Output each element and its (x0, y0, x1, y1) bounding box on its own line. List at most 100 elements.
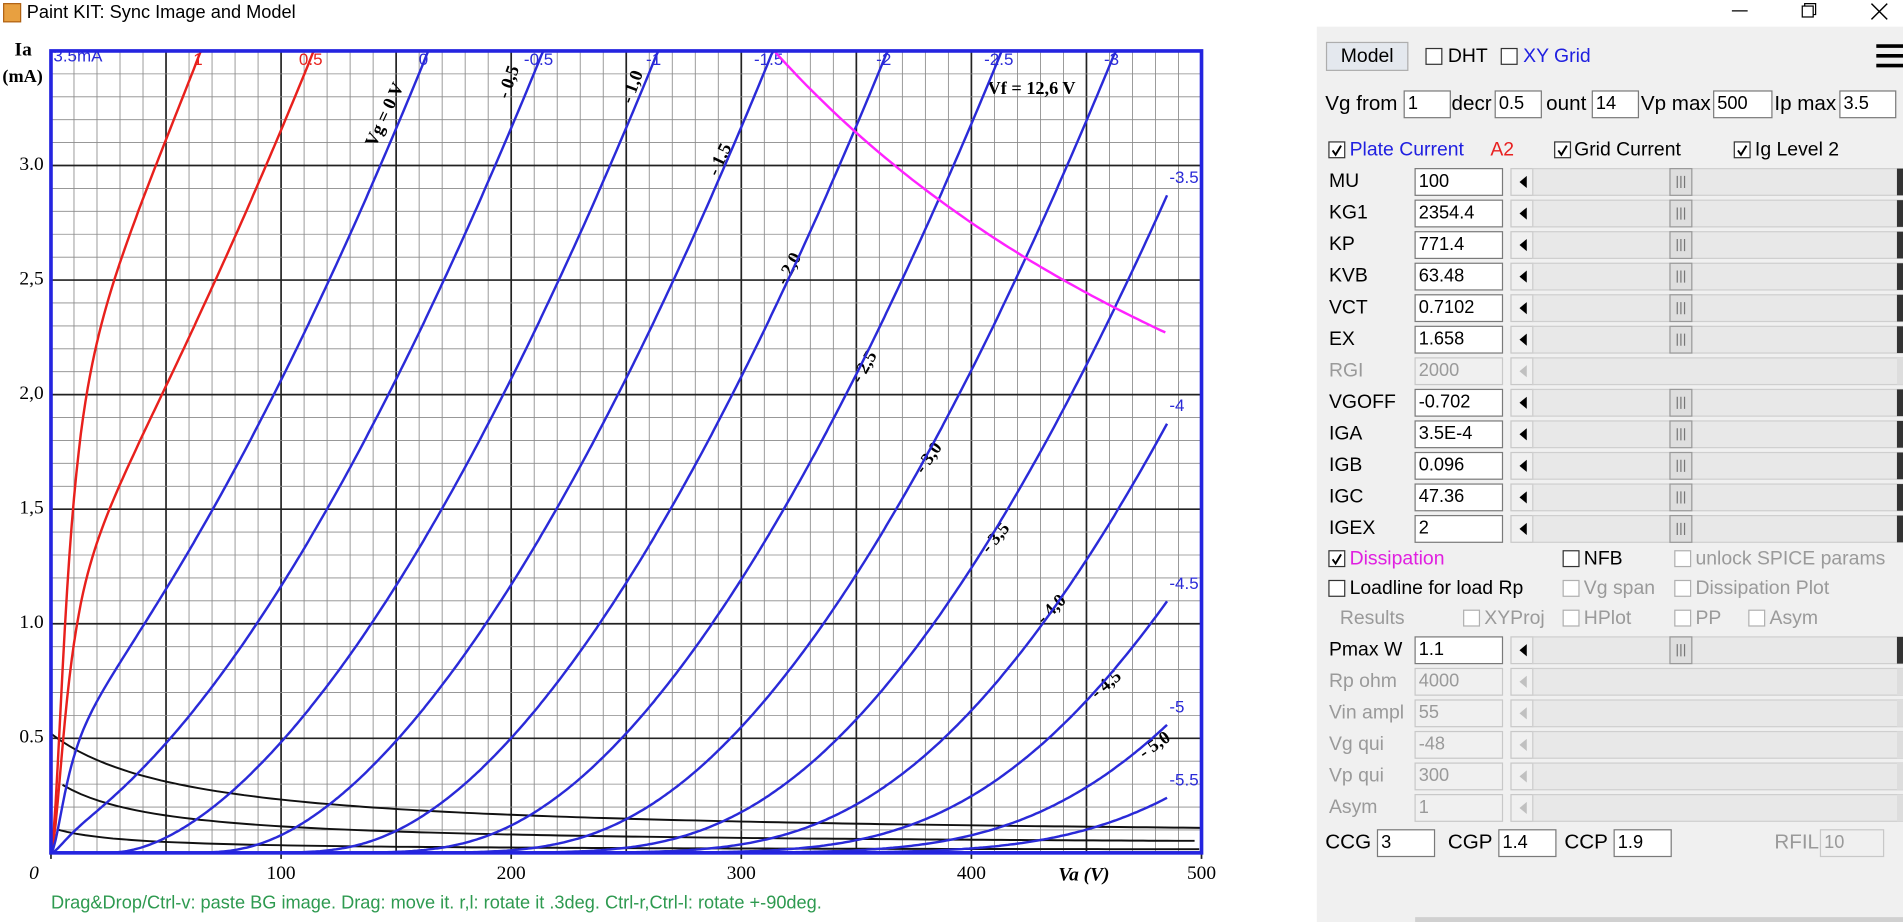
slider-right-button (1896, 294, 1903, 322)
text-field-value: 1.1 (1419, 639, 1444, 659)
text-field-value: 0.7102 (1419, 297, 1475, 317)
curve-label: -5.5 (1169, 770, 1198, 789)
slider-track[interactable] (1532, 420, 1903, 449)
text-field-value: 14 (1596, 93, 1616, 113)
curve-label: -2 (876, 50, 891, 69)
checkbox[interactable] (1328, 579, 1346, 597)
slider-right-button (1896, 731, 1903, 759)
text-field (1414, 730, 1504, 759)
text-field-value: 500 (1717, 93, 1747, 113)
text-field-value: 300 (1419, 765, 1449, 785)
slider-left-arrow (1519, 707, 1527, 720)
checkbox[interactable] (1425, 47, 1443, 65)
slider-right-button (1896, 484, 1903, 511)
slider-left-arrow (1519, 365, 1527, 378)
slider-right-button (1896, 794, 1903, 822)
text-field[interactable] (1414, 199, 1504, 228)
slider-left-arrow (1519, 396, 1527, 409)
text-field[interactable] (1414, 636, 1504, 665)
text-field-value: 1.658 (1419, 328, 1465, 348)
text-field[interactable] (1613, 829, 1672, 858)
param-name: VCT (1329, 296, 1368, 318)
checkbox[interactable] (1554, 141, 1572, 159)
text-field[interactable] (1414, 168, 1504, 196)
slider-track (1532, 357, 1903, 386)
slider-left-arrow (1519, 801, 1527, 815)
text-field[interactable] (1414, 514, 1504, 543)
text-field[interactable] (1494, 90, 1542, 119)
y-tick-label: 2,5 (19, 269, 43, 290)
model-button[interactable] (1325, 41, 1409, 71)
checkbox[interactable] (1733, 141, 1751, 159)
checkbox-box (1562, 550, 1580, 568)
slider-right-button (1896, 389, 1903, 417)
checkbox[interactable] (1500, 47, 1518, 65)
slider-right-button (1896, 515, 1903, 543)
slider-track[interactable] (1532, 168, 1903, 196)
menu-icon[interactable] (1876, 44, 1903, 68)
param-name: Rp ohm (1329, 670, 1397, 692)
slider-right-button (1896, 420, 1903, 448)
slider-track[interactable] (1532, 294, 1903, 323)
text-field[interactable] (1403, 90, 1451, 119)
slider-grip (1676, 522, 1686, 536)
slider-grip (1676, 644, 1686, 657)
text-field[interactable] (1414, 451, 1504, 480)
param-name: KVB (1329, 265, 1368, 287)
text-field[interactable] (1376, 829, 1436, 858)
option-label[interactable]: Dissipation (1350, 547, 1445, 569)
text-field[interactable] (1414, 325, 1504, 354)
x-tick-label: 0 (29, 863, 39, 884)
checkbox-label: Plate Current (1350, 139, 1465, 161)
slider-track[interactable] (1532, 262, 1903, 291)
text-field[interactable] (1414, 420, 1504, 449)
field-label: Vg from (1325, 92, 1397, 115)
option-label[interactable]: Loadline for load Rp (1350, 577, 1524, 599)
slider-left-arrow (1519, 270, 1527, 283)
text-field[interactable] (1414, 294, 1504, 323)
param-name: EX (1329, 328, 1355, 350)
slider-track[interactable] (1532, 636, 1903, 665)
text-field[interactable] (1414, 388, 1504, 417)
slider-track[interactable] (1532, 388, 1903, 417)
slider-track[interactable] (1532, 483, 1903, 512)
a2-label: A2 (1490, 139, 1514, 161)
text-field[interactable] (1498, 829, 1557, 858)
y-tick-label: 0.5 (19, 727, 43, 748)
text-field[interactable] (1414, 483, 1504, 512)
slider-left-arrow (1519, 207, 1527, 220)
text-field[interactable] (1591, 90, 1640, 119)
y-axis-unit: (mA) (2, 66, 42, 87)
slider-track[interactable] (1532, 325, 1903, 354)
text-field-value: -0.702 (1419, 392, 1471, 412)
slider-track[interactable] (1532, 451, 1903, 480)
checkbox[interactable] (1328, 550, 1346, 568)
window-title: Paint KIT: Sync Image and Model (27, 2, 296, 22)
slider-left-arrow (1519, 302, 1527, 315)
slider-grip (1676, 396, 1686, 409)
slider-track[interactable] (1532, 199, 1903, 228)
checkbox[interactable] (1562, 550, 1580, 568)
checkbox (1748, 609, 1766, 627)
hint-text: Drag&Drop/Ctrl-v: paste BG image. Drag: … (51, 893, 822, 913)
text-field[interactable] (1839, 90, 1897, 119)
panel-bottom-strip (1415, 917, 1903, 922)
option-label[interactable]: NFB (1584, 547, 1623, 569)
text-field-value: 4000 (1419, 671, 1459, 691)
scan-grid-current-curve (62, 784, 1195, 842)
restore-button[interactable] (1801, 3, 1817, 18)
slider-right-button (1896, 452, 1903, 480)
checkbox[interactable] (1328, 141, 1346, 159)
slider-track[interactable] (1532, 231, 1903, 260)
close-button[interactable] (1870, 3, 1888, 20)
text-field[interactable] (1414, 231, 1504, 260)
slider-track (1532, 794, 1903, 822)
text-field[interactable] (1414, 262, 1504, 291)
slider-track (1532, 699, 1903, 728)
field-label: ount (1546, 92, 1586, 115)
text-field[interactable] (1713, 90, 1773, 119)
slider-track[interactable] (1532, 514, 1903, 543)
field-label: Vp max (1641, 92, 1712, 115)
slider-track (1532, 667, 1903, 696)
